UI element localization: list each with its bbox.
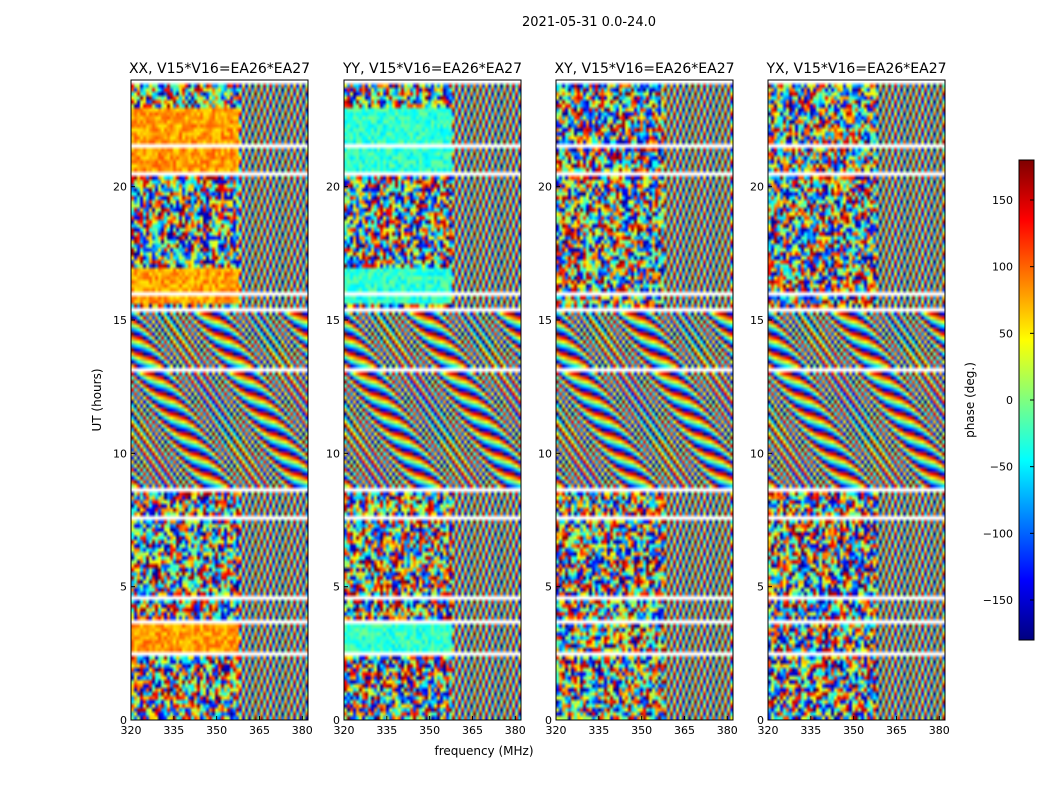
- panel-4: YX, V15*V16=EA26*EA27 320 335 350 365 380 0 5 10…: [750, 61, 950, 737]
- y-tick-label: 5: [333, 581, 340, 594]
- panel-3: XY, V15*V16=EA26*EA27 320 335 350 365 380 0 5 10…: [538, 61, 738, 737]
- panel-title: XX, V15*V16=EA26*EA27: [129, 61, 310, 77]
- colorbar-tick-label: 100: [992, 261, 1013, 274]
- x-tick-label: 380: [292, 724, 313, 737]
- x-tick-label: 365: [886, 724, 907, 737]
- y-tick-label: 10: [750, 447, 764, 460]
- y-tick-label: 15: [750, 314, 764, 327]
- heatmap-image: [556, 80, 733, 720]
- heatmap-image: [131, 80, 308, 720]
- x-tick-label: 365: [462, 724, 483, 737]
- x-tick-label: 335: [800, 724, 821, 737]
- axes-frame: [555, 79, 734, 721]
- y-tick-label: 20: [113, 181, 127, 194]
- panel-1: XX, V15*V16=EA26*EA27 320 335 350 365 380 0 5 10…: [113, 61, 313, 737]
- heatmap-image: [768, 80, 945, 720]
- x-tick-label: 350: [631, 724, 652, 737]
- y-tick-label: 0: [333, 714, 340, 727]
- x-tick-label: 350: [843, 724, 864, 737]
- colorbar-tick-label: 0: [1006, 394, 1013, 407]
- colorbar-tick-label: −50: [990, 461, 1013, 474]
- x-tick-label: 320: [121, 724, 142, 737]
- colorbar-tick-label: −150: [983, 594, 1013, 607]
- figure-suptitle: 2021-05-31 0.0-24.0: [522, 15, 656, 30]
- y-tick-label: 0: [545, 714, 552, 727]
- colorbar-tick-label: 150: [992, 194, 1013, 207]
- x-tick-label: 365: [674, 724, 695, 737]
- colorbar-tick-label: 50: [999, 327, 1013, 340]
- axes-frame: [767, 79, 946, 721]
- x-tick-label: 335: [376, 724, 397, 737]
- x-tick-label: 350: [419, 724, 440, 737]
- y-axis-label: UT (hours): [90, 368, 104, 431]
- y-tick-label: 20: [750, 181, 764, 194]
- panel-title: YX, V15*V16=EA26*EA27: [765, 61, 946, 77]
- axes-frame: [130, 79, 309, 721]
- x-tick-label: 320: [758, 724, 779, 737]
- y-tick-label: 5: [757, 581, 764, 594]
- panel-title: XY, V15*V16=EA26*EA27: [554, 61, 734, 77]
- y-tick-label: 20: [538, 181, 552, 194]
- y-tick-label: 10: [326, 447, 340, 460]
- axes-frame: [343, 79, 522, 721]
- y-tick-label: 5: [120, 581, 127, 594]
- y-tick-label: 15: [538, 314, 552, 327]
- panel-title: YY, V15*V16=EA26*EA27: [342, 61, 522, 77]
- colorbar-label: phase (deg.): [963, 362, 977, 438]
- x-tick-label: 365: [249, 724, 270, 737]
- y-tick-label: 15: [326, 314, 340, 327]
- colorbar: 150 100 50 0 −50 −100 −150 phase (deg.): [963, 159, 1035, 641]
- x-tick-label: 380: [717, 724, 738, 737]
- panel-2: YY, V15*V16=EA26*EA27 320 335 350 365 380 0 5 10…: [326, 61, 526, 737]
- y-tick-label: 0: [120, 714, 127, 727]
- y-tick-label: 20: [326, 181, 340, 194]
- x-tick-label: 320: [546, 724, 567, 737]
- y-tick-label: 5: [545, 581, 552, 594]
- x-tick-label: 320: [334, 724, 355, 737]
- x-tick-label: 335: [588, 724, 609, 737]
- y-tick-label: 0: [757, 714, 764, 727]
- x-tick-label: 350: [206, 724, 227, 737]
- y-tick-label: 10: [538, 447, 552, 460]
- x-tick-label: 380: [929, 724, 950, 737]
- y-tick-label: 10: [113, 447, 127, 460]
- x-axis-label: frequency (MHz): [434, 744, 533, 758]
- y-tick-label: 15: [113, 314, 127, 327]
- heatmap-image: [344, 80, 521, 720]
- x-tick-label: 380: [505, 724, 526, 737]
- colorbar-tick-label: −100: [983, 527, 1013, 540]
- x-tick-label: 335: [163, 724, 184, 737]
